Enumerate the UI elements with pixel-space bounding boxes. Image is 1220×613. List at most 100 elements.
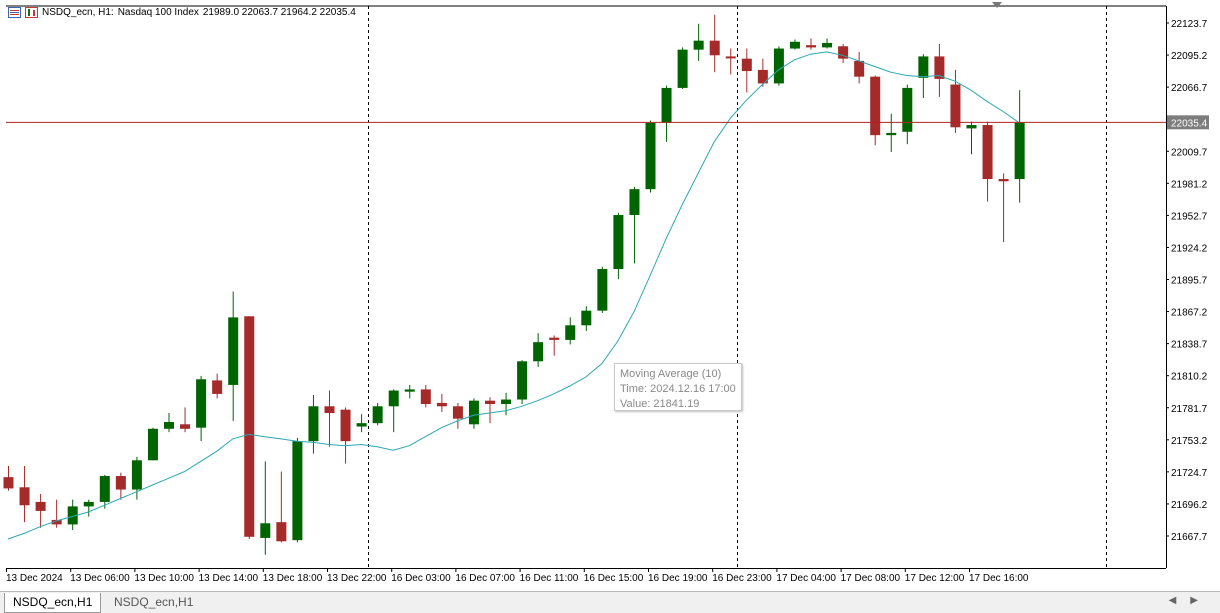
- candle-body: [292, 441, 303, 541]
- candle-body: [533, 342, 544, 362]
- candle: [613, 212, 624, 280]
- candle-body: [902, 87, 913, 132]
- candle-body: [645, 122, 656, 190]
- y-tick-label: 21667.7: [1171, 532, 1208, 543]
- x-tick-label: 16 Dec 07:00: [455, 573, 515, 584]
- candle-body: [565, 325, 576, 340]
- moving-average-line: [7, 51, 1020, 540]
- candle: [67, 499, 78, 531]
- chart-shift-marker-icon[interactable]: [992, 2, 1002, 8]
- candle-body: [372, 406, 383, 424]
- x-tick-label: 16 Dec 15:00: [584, 573, 644, 584]
- candle-body: [886, 132, 897, 136]
- candle: [886, 113, 897, 153]
- candle: [51, 499, 62, 528]
- candle-body: [581, 310, 592, 326]
- x-tick-label: 13 Dec 2024: [6, 573, 63, 584]
- chart-tab-bar: NSDQ_ecn,H1 NSDQ_ecn,H1 ◀▶: [0, 591, 1220, 613]
- x-tick-label: 16 Dec 03:00: [391, 573, 451, 584]
- candle: [115, 472, 126, 500]
- candle: [998, 173, 1009, 243]
- candle-body: [260, 523, 271, 538]
- candle: [308, 395, 319, 454]
- candle: [131, 456, 142, 500]
- arrow-left-icon[interactable]: ◀: [1168, 595, 1191, 606]
- candle-body: [870, 76, 881, 136]
- candle-body: [661, 87, 672, 123]
- candle-body: [180, 424, 191, 429]
- candle: [180, 407, 191, 433]
- candle: [35, 494, 46, 528]
- candle: [244, 316, 255, 540]
- candle: [870, 75, 881, 146]
- x-tick-label: 17 Dec 12:00: [905, 573, 965, 584]
- candle-body: [244, 316, 255, 537]
- candle: [902, 84, 913, 145]
- candle-body: [629, 189, 640, 216]
- candle-body: [147, 428, 158, 461]
- candle-body: [212, 380, 223, 394]
- candle-body: [950, 84, 961, 128]
- candle: [452, 402, 463, 429]
- candles-icon[interactable]: [25, 6, 38, 18]
- candle: [468, 398, 479, 429]
- candle: [420, 384, 431, 408]
- candle: [629, 186, 640, 264]
- candle: [99, 474, 110, 509]
- candle: [147, 427, 158, 461]
- candle-body: [709, 40, 720, 56]
- candle: [533, 333, 544, 367]
- tab-scroll-arrows[interactable]: ◀▶: [1169, 595, 1212, 606]
- y-tick-label: 21724.7: [1171, 468, 1208, 479]
- candle-body: [67, 506, 78, 525]
- y-tick-label: 21781.7: [1171, 404, 1208, 415]
- candle: [565, 317, 576, 345]
- y-tick-label: 21867.2: [1171, 308, 1208, 319]
- price-chart[interactable]: 22035.4 21667.7 21696.2 21724.7 21753.2 2178…: [0, 0, 1220, 591]
- y-tick-label: 22095.2: [1171, 51, 1208, 62]
- candle: [228, 291, 239, 421]
- x-tick-label: 16 Dec 19:00: [648, 573, 708, 584]
- x-tick-label: 13 Dec 18:00: [263, 573, 323, 584]
- candle: [725, 48, 736, 75]
- y-tick-label: 22123.7: [1171, 19, 1208, 30]
- y-tick-label: 21753.2: [1171, 436, 1208, 447]
- candle: [773, 46, 784, 86]
- y-tick-label: 21952.7: [1171, 211, 1208, 222]
- indicator-tooltip: Moving Average (10) Time: 2024.12.16 17:…: [614, 363, 742, 411]
- candle: [789, 39, 800, 50]
- candle: [485, 397, 495, 424]
- candle: [260, 461, 271, 555]
- candle: [356, 414, 367, 433]
- y-tick-label: 22066.7: [1171, 83, 1208, 94]
- candle: [709, 14, 720, 73]
- candle: [517, 360, 528, 405]
- arrow-right-icon[interactable]: ▶: [1190, 595, 1212, 606]
- candle-body: [340, 409, 351, 442]
- candle-body: [452, 406, 463, 419]
- tab-chart-second[interactable]: NSDQ_ecn,H1: [114, 595, 194, 609]
- candle-body: [501, 399, 512, 405]
- candle-body: [51, 519, 62, 525]
- candle-body: [164, 422, 174, 429]
- candle: [966, 121, 977, 155]
- candle: [164, 413, 174, 433]
- candle-body: [228, 317, 239, 385]
- candle-body: [1014, 122, 1025, 180]
- tab-chart-active[interactable]: NSDQ_ecn,H1: [4, 593, 102, 613]
- candle-body: [404, 389, 415, 392]
- candle-body: [388, 390, 399, 407]
- candle-body: [918, 56, 929, 78]
- y-tick-label: 21981.2: [1171, 179, 1208, 190]
- candle-body: [998, 179, 1009, 182]
- candle-body: [3, 477, 14, 489]
- chart-bars-icon[interactable]: [8, 6, 21, 18]
- candle: [1014, 90, 1025, 203]
- candle: [597, 266, 608, 313]
- candle-body: [757, 69, 768, 84]
- candle-body: [725, 56, 736, 59]
- candle: [693, 23, 704, 61]
- candle: [661, 85, 672, 142]
- candle: [645, 120, 656, 193]
- candle: [3, 465, 14, 491]
